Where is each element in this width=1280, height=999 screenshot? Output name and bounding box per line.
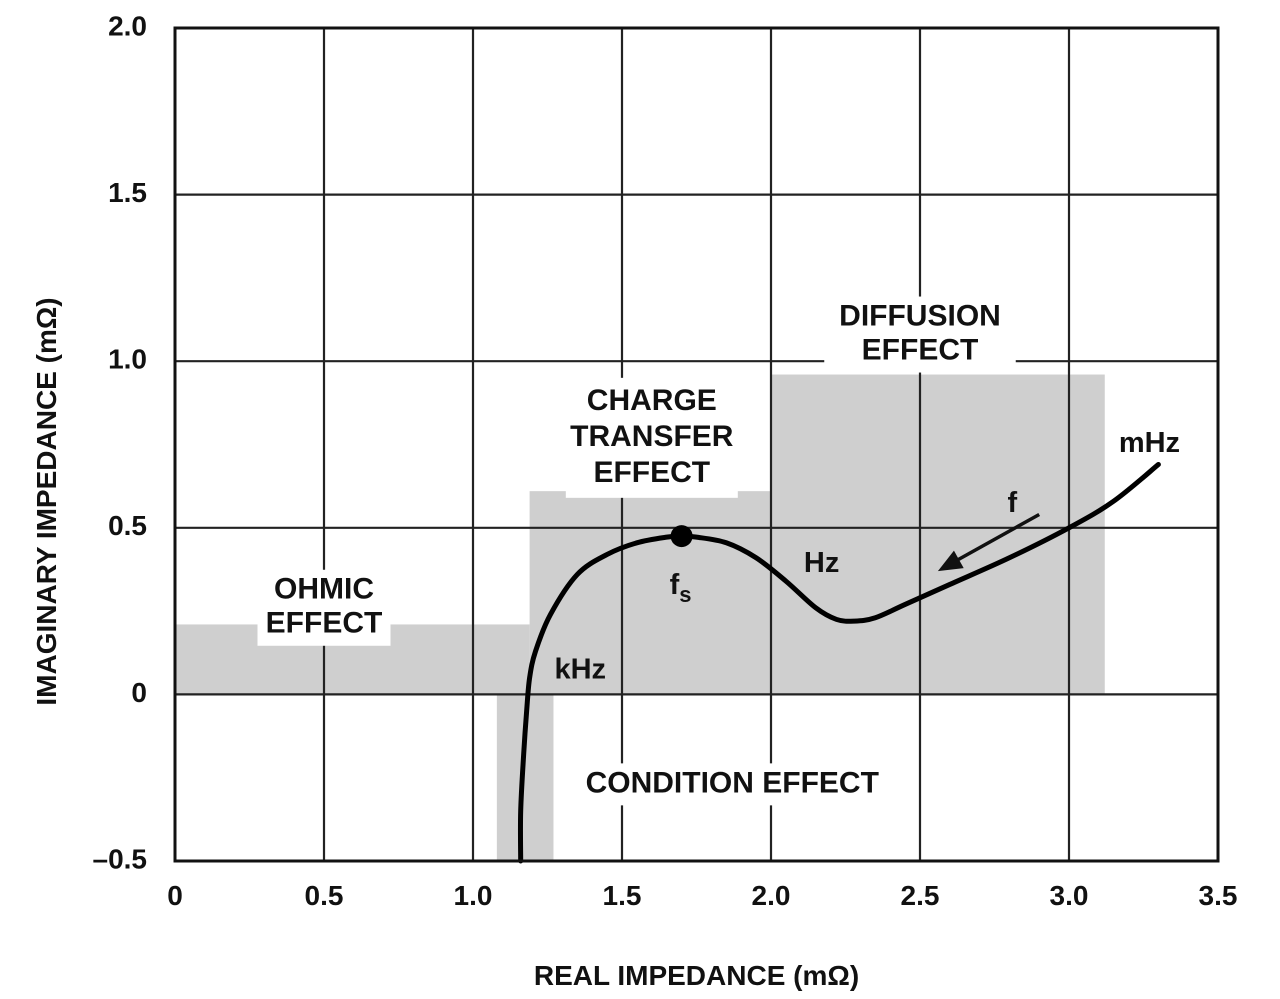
x-tick-label-6: 3.0 — [1050, 880, 1089, 911]
region-2 — [529, 491, 771, 695]
y-tick-label-0: –0.5 — [93, 843, 148, 874]
region-label-0-line-0: OHMIC — [274, 573, 374, 606]
x-tick-label-1: 0.5 — [305, 880, 344, 911]
region-label-background-1 — [568, 763, 897, 806]
frequency-arrow-head — [937, 550, 964, 572]
fs-marker-point — [670, 525, 693, 548]
region-label-2-line-1: TRANSFER — [570, 420, 734, 453]
y-tick-label-3: 1.0 — [108, 344, 147, 375]
x-tick-label-2: 1.0 — [454, 880, 493, 911]
x-axis-title: REAL IMPEDANCE (mΩ) — [534, 960, 859, 991]
region-label-0-line-1: EFFECT — [266, 607, 383, 640]
x-tick-label-7: 3.5 — [1199, 880, 1238, 911]
x-tick-label-3: 1.5 — [603, 880, 642, 911]
curve-annotation-0: kHz — [554, 654, 606, 686]
region-label-1-line-0: CONDITION EFFECT — [586, 766, 879, 799]
curve-annotation-1: Hz — [804, 547, 839, 579]
impedance-curve — [517, 461, 1161, 864]
y-tick-label-1: 0 — [131, 677, 147, 708]
axes: 0 0.5 1.0 1.5 2.0 2.5 3.0 3.5 –0.5 0 0.5 1.0 1.5 2.0 R… — [31, 10, 1237, 991]
curve-annotation-3: f — [1008, 487, 1018, 519]
curve-annotation-2: mHz — [1119, 427, 1180, 459]
region-label-background-0 — [257, 569, 391, 646]
region-label-background-2 — [565, 377, 738, 498]
region-label-2-line-0: CHARGE — [587, 384, 717, 417]
y-tick-label-4: 1.5 — [108, 177, 147, 208]
x-tick-label-4: 2.0 — [752, 880, 791, 911]
data-series — [517, 461, 1161, 864]
frequency-arrow-shaft — [951, 512, 1041, 565]
region-label-3-line-1: EFFECT — [862, 333, 979, 366]
region-label-2-line-2: EFFECT — [593, 456, 710, 489]
y-tick-label-5: 2.0 — [108, 10, 147, 41]
y-axis-title: IMAGINARY IMPEDANCE (mΩ) — [31, 297, 62, 705]
x-tick-label-5: 2.5 — [901, 880, 940, 911]
y-tick-label-2: 0.5 — [108, 510, 147, 541]
region-label-background-3 — [824, 296, 1016, 373]
fs-label: fs — [670, 569, 692, 607]
region-3 — [771, 374, 1105, 695]
effect-regions — [175, 374, 1105, 861]
region-label-3-line-0: DIFFUSION — [839, 299, 1001, 332]
x-tick-label-0: 0 — [167, 880, 183, 911]
plot-frame — [173, 26, 1220, 863]
